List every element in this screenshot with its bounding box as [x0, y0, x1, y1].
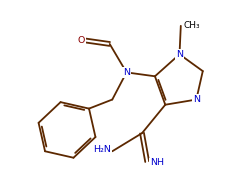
- Text: N: N: [122, 68, 130, 77]
- Text: NH: NH: [149, 158, 163, 167]
- Text: N: N: [175, 50, 182, 59]
- Text: CH₃: CH₃: [183, 21, 199, 30]
- Text: O: O: [77, 36, 85, 45]
- Text: N: N: [192, 95, 199, 104]
- Text: H₂N: H₂N: [93, 146, 111, 154]
